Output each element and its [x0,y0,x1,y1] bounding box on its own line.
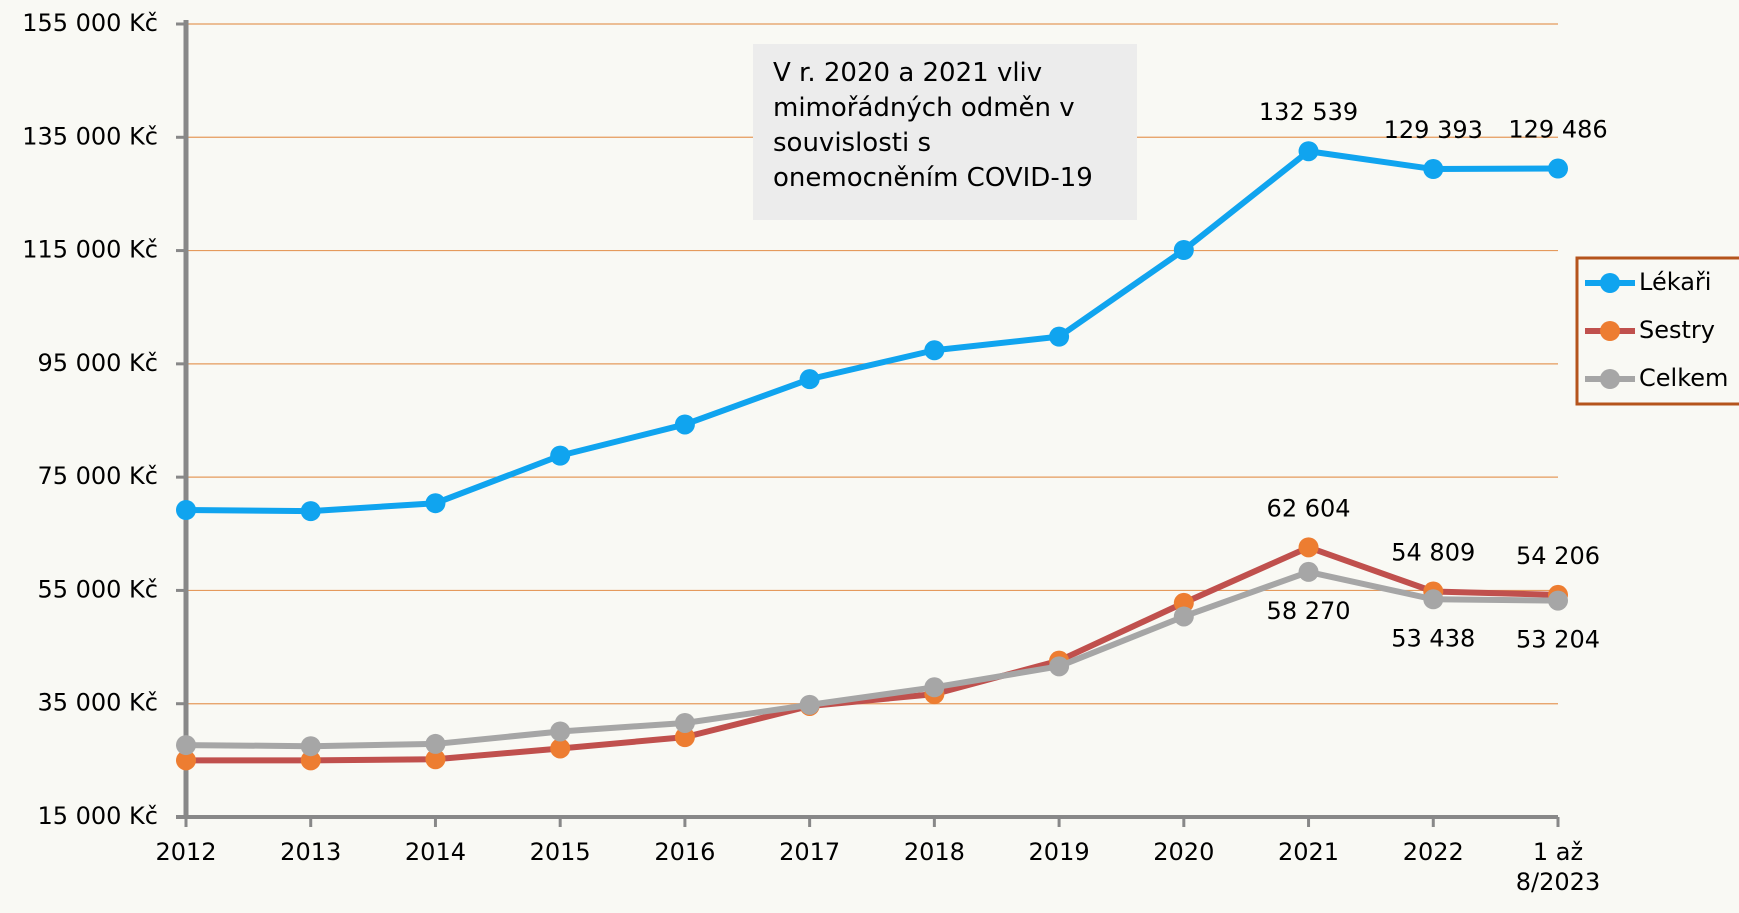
marker [176,735,196,756]
marker [1298,561,1319,582]
value-label: 54 809 [1391,539,1475,567]
x-tick-label: 2012 [155,838,217,866]
legend-label: Lékaři [1639,268,1711,296]
marker [300,501,321,522]
y-tick-label: 55 000 Kč [37,575,158,603]
marker [425,493,446,514]
x-tick-label: 2016 [654,838,716,866]
legend-marker [1600,369,1620,389]
marker [300,750,321,771]
line [186,544,1559,764]
marker [1049,326,1070,347]
y-tick-label: 15 000 Kč [37,802,158,830]
y-tick-label: 75 000 Kč [37,462,158,490]
marker [799,694,820,715]
y-tick-label: 35 000 Kč [37,689,158,717]
value-label: 62 604 [1267,494,1351,522]
marker [176,499,196,520]
line [185,568,1559,750]
x-tick-label: 2013 [280,838,342,866]
marker [1298,141,1319,162]
x-tick-label: 2017 [779,838,841,866]
x-tick-label: 2015 [529,838,591,866]
y-tick-label: 135 000 Kč [22,122,158,150]
marker [176,750,196,771]
marker [1173,606,1194,627]
marker [425,749,446,770]
x-tick-label: 2022 [1402,838,1464,866]
legend-marker [1600,321,1620,341]
x-tick-label: 2018 [903,838,965,866]
marker [1423,589,1444,610]
marker [550,721,571,742]
x-tick-label: 2014 [404,838,466,866]
marker [1548,590,1568,611]
y-tick-label: 115 000 Kč [22,236,158,264]
marker [550,738,571,759]
line [185,148,1559,515]
marker [674,414,695,435]
x-tick-label: 2021 [1277,838,1340,866]
value-label: 129 393 [1384,116,1483,144]
value-label: 132 539 [1259,98,1358,126]
marker [1423,159,1444,180]
marker [1298,537,1319,558]
marker [300,736,321,757]
marker [674,727,695,748]
value-label: 58 270 [1267,597,1351,625]
y-tick-label: 95 000 Kč [37,349,158,377]
x-tick-label: 1 až 8/2023 [1515,838,1601,896]
value-label: 129 486 [1508,116,1607,144]
x-tick-label: 2020 [1153,838,1215,866]
marker [550,445,571,466]
marker [924,677,945,698]
marker [1173,240,1194,261]
marker [924,340,945,361]
value-label: 53 204 [1516,626,1600,654]
marker [799,369,820,390]
y-tick-label: 155 000 Kč [22,9,158,37]
marker [1548,158,1568,179]
legend-label: Sestry [1639,316,1715,344]
value-label: 53 438 [1391,624,1475,652]
legend-label: Celkem [1639,364,1728,392]
legend-marker [1600,273,1620,293]
marker [1049,656,1070,677]
x-tick-label: 2019 [1028,838,1090,866]
annotation: V r. 2020 a 2021 vliv mimořádných odměn … [753,44,1137,220]
marker [425,733,446,754]
marker [674,712,695,733]
value-label: 54 206 [1516,542,1600,570]
